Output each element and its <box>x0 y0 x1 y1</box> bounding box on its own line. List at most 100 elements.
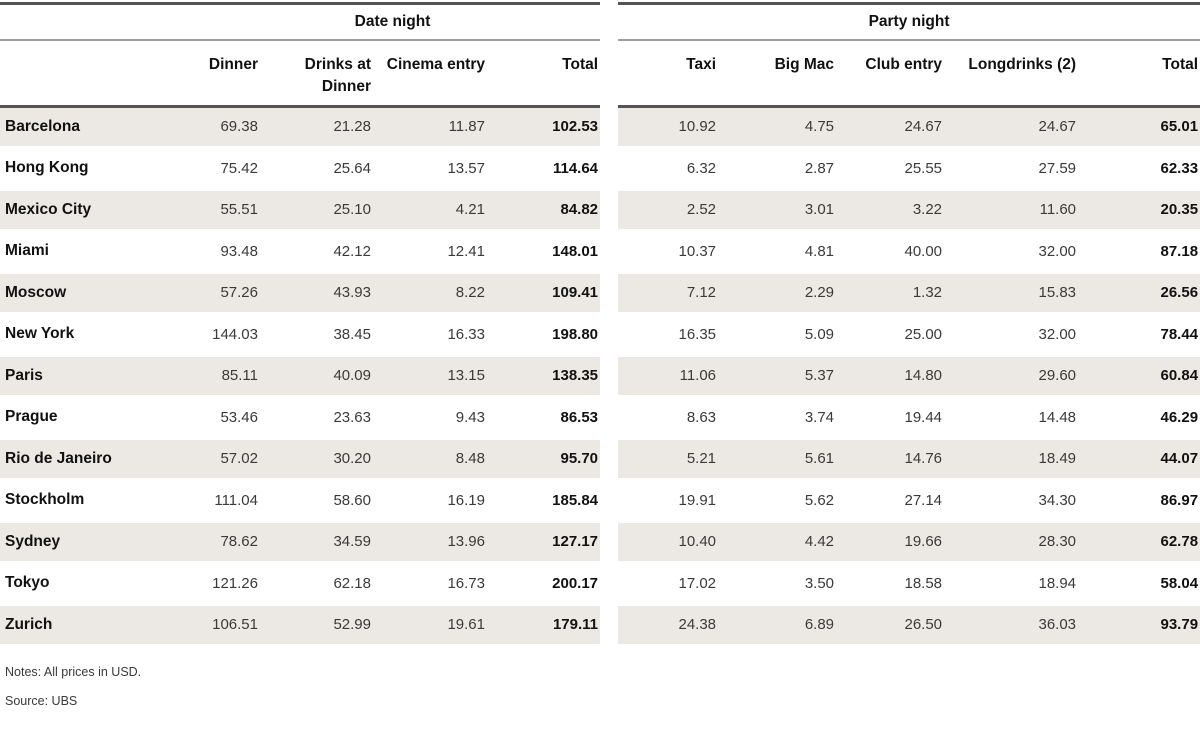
table-row: Rio de Janeiro 57.02 30.20 8.48 95.70 <box>0 440 601 482</box>
value-cell: 25.55 <box>836 150 945 191</box>
value-cell: 25.00 <box>836 316 945 357</box>
value-cell: 18.49 <box>944 440 1079 482</box>
total-cell: 127.17 <box>487 523 601 565</box>
value-cell: 75.42 <box>185 150 260 191</box>
table-row: 5.21 5.61 14.76 18.49 44.07 <box>618 440 1200 482</box>
city-cell: Stockholm <box>0 482 185 523</box>
table-row: Prague 53.46 23.63 9.43 86.53 <box>0 399 601 440</box>
column-header: Taxi <box>618 41 719 108</box>
value-cell: 111.04 <box>185 482 260 523</box>
value-cell: 29.60 <box>944 357 1079 399</box>
city-column-header <box>0 41 185 108</box>
value-cell: 3.74 <box>718 399 837 440</box>
value-cell: 2.52 <box>618 191 719 233</box>
value-cell: 144.03 <box>185 316 260 357</box>
table-row: Stockholm 111.04 58.60 16.19 185.84 <box>0 482 601 523</box>
value-cell: 36.03 <box>944 606 1079 648</box>
value-cell: 2.29 <box>718 274 837 316</box>
value-cell: 28.30 <box>944 523 1079 565</box>
table-row: 11.06 5.37 14.80 29.60 60.84 <box>618 357 1200 399</box>
total-cell: 26.56 <box>1078 274 1200 316</box>
table-row: Sydney 78.62 34.59 13.96 127.17 <box>0 523 601 565</box>
value-cell: 30.20 <box>260 440 373 482</box>
table-row: Hong Kong 75.42 25.64 13.57 114.64 <box>0 150 601 191</box>
value-cell: 16.35 <box>618 316 719 357</box>
value-cell: 6.32 <box>618 150 719 191</box>
table-row: 10.92 4.75 24.67 24.67 65.01 <box>618 108 1200 150</box>
value-cell: 16.19 <box>373 482 487 523</box>
table-row: 2.52 3.01 3.22 11.60 20.35 <box>618 191 1200 233</box>
value-cell: 14.76 <box>836 440 945 482</box>
total-cell: 179.11 <box>487 606 601 648</box>
value-cell: 16.73 <box>373 565 487 606</box>
value-cell: 2.87 <box>718 150 837 191</box>
value-cell: 32.00 <box>944 316 1079 357</box>
value-cell: 53.46 <box>185 399 260 440</box>
column-header: Total <box>487 41 601 108</box>
table-row: New York 144.03 38.45 16.33 198.80 <box>0 316 601 357</box>
section-title-row: Date night <box>0 5 601 41</box>
total-cell: 102.53 <box>487 108 601 150</box>
value-cell: 85.11 <box>185 357 260 399</box>
value-cell: 40.09 <box>260 357 373 399</box>
section-title: Party night <box>618 5 1200 41</box>
tables-row: Date night Dinner Drinks at Dinner Cinema e… <box>0 2 1200 648</box>
total-cell: 44.07 <box>1078 440 1200 482</box>
table-row: 6.32 2.87 25.55 27.59 62.33 <box>618 150 1200 191</box>
column-header: Big Mac <box>718 41 837 108</box>
value-cell: 24.38 <box>618 606 719 648</box>
value-cell: 8.22 <box>373 274 487 316</box>
value-cell: 52.99 <box>260 606 373 648</box>
city-cell: Paris <box>0 357 185 399</box>
column-header: Longdrinks (2) <box>944 41 1079 108</box>
column-header-row: Dinner Drinks at Dinner Cinema entry Total <box>0 41 601 108</box>
value-cell: 21.28 <box>260 108 373 150</box>
value-cell: 40.00 <box>836 233 945 274</box>
value-cell: 121.26 <box>185 565 260 606</box>
value-cell: 17.02 <box>618 565 719 606</box>
value-cell: 18.94 <box>944 565 1079 606</box>
total-cell: 62.78 <box>1078 523 1200 565</box>
city-cell: Moscow <box>0 274 185 316</box>
city-column-spacer <box>0 5 185 41</box>
value-cell: 4.75 <box>718 108 837 150</box>
value-cell: 19.44 <box>836 399 945 440</box>
table-row: 24.38 6.89 26.50 36.03 93.79 <box>618 606 1200 648</box>
table-row: 19.91 5.62 27.14 34.30 86.97 <box>618 482 1200 523</box>
value-cell: 19.61 <box>373 606 487 648</box>
value-cell: 18.58 <box>836 565 945 606</box>
city-cell: Hong Kong <box>0 150 185 191</box>
total-cell: 78.44 <box>1078 316 1200 357</box>
value-cell: 25.10 <box>260 191 373 233</box>
value-cell: 1.32 <box>836 274 945 316</box>
value-cell: 5.62 <box>718 482 837 523</box>
value-cell: 14.80 <box>836 357 945 399</box>
city-cell: Zurich <box>0 606 185 648</box>
value-cell: 19.91 <box>618 482 719 523</box>
value-cell: 93.48 <box>185 233 260 274</box>
value-cell: 5.61 <box>718 440 837 482</box>
total-cell: 93.79 <box>1078 606 1200 648</box>
total-cell: 86.53 <box>487 399 601 440</box>
city-cell: Mexico City <box>0 191 185 233</box>
value-cell: 5.21 <box>618 440 719 482</box>
total-cell: 58.04 <box>1078 565 1200 606</box>
total-cell: 185.84 <box>487 482 601 523</box>
value-cell: 12.41 <box>373 233 487 274</box>
table-row: Tokyo 121.26 62.18 16.73 200.17 <box>0 565 601 606</box>
table-row: Mexico City 55.51 25.10 4.21 84.82 <box>0 191 601 233</box>
value-cell: 11.60 <box>944 191 1079 233</box>
value-cell: 8.48 <box>373 440 487 482</box>
value-cell: 9.43 <box>373 399 487 440</box>
value-cell: 10.37 <box>618 233 719 274</box>
value-cell: 13.57 <box>373 150 487 191</box>
value-cell: 13.15 <box>373 357 487 399</box>
total-cell: 84.82 <box>487 191 601 233</box>
table-row: 10.40 4.42 19.66 28.30 62.78 <box>618 523 1200 565</box>
section-title: Date night <box>185 5 601 41</box>
table-row: 10.37 4.81 40.00 32.00 87.18 <box>618 233 1200 274</box>
value-cell: 32.00 <box>944 233 1079 274</box>
column-header: Cinema entry <box>373 41 487 108</box>
value-cell: 26.50 <box>836 606 945 648</box>
value-cell: 24.67 <box>944 108 1079 150</box>
